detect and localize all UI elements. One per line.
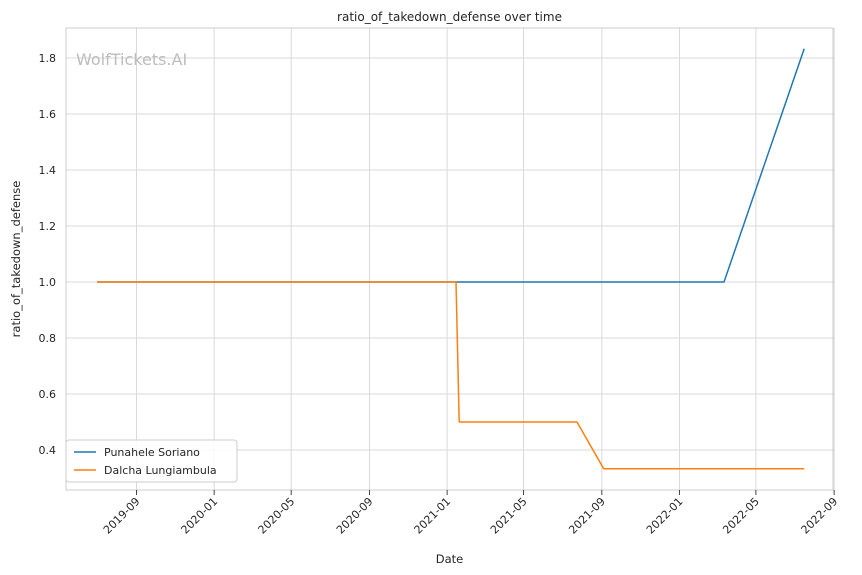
chart-title: ratio_of_takedown_defense over time	[337, 10, 562, 24]
y-tick-label: 0.6	[39, 388, 57, 401]
plot-area-frame	[65, 27, 834, 491]
watermark-text: WolfTickets.AI	[76, 50, 187, 69]
y-axis-label: ratio_of_takedown_defense	[9, 181, 23, 338]
x-tick-label: 2019-09	[101, 495, 143, 537]
x-tick-label: 2022-05	[720, 495, 762, 537]
legend-label-2: Dalcha Lungiambula	[104, 464, 217, 477]
y-gridlines	[66, 57, 833, 451]
x-tick-labels: 2019-09 2020-01 2020-05 2020-09 2021-01 2021-…	[101, 490, 840, 537]
x-tick-label: 2020-05	[256, 495, 298, 537]
legend-label-1: Punahele Soriano	[104, 446, 200, 459]
x-tick-label: 2021-01	[412, 495, 454, 537]
y-tick-label: 1.8	[39, 52, 57, 65]
series-line-2	[97, 281, 805, 470]
x-tick-label: 2022-01	[644, 495, 686, 537]
y-tick-label: 1.0	[39, 276, 57, 289]
x-tick-label: 2022-09	[799, 495, 841, 537]
x-tick-label: 2020-09	[334, 495, 376, 537]
y-tick-label: 0.4	[39, 444, 57, 457]
y-tick-label: 1.2	[39, 220, 57, 233]
y-tick-label: 0.8	[39, 332, 57, 345]
series-layer	[97, 48, 805, 470]
y-tick-label: 1.4	[39, 164, 57, 177]
x-axis-label: Date	[436, 552, 464, 566]
series-line-1	[97, 48, 805, 283]
x-gridlines	[136, 28, 835, 490]
legend: Punahele Soriano Dalcha Lungiambula	[65, 439, 238, 483]
x-tick-label: 2020-01	[179, 495, 221, 537]
legend-box	[65, 439, 238, 483]
x-tick-label: 2021-09	[566, 495, 608, 537]
y-tick-label: 1.6	[39, 108, 57, 121]
y-tick-labels: 0.4 0.6 0.8 1.0 1.2 1.4 1.6 1.8	[39, 52, 57, 457]
x-tick-label: 2021-05	[488, 495, 530, 537]
